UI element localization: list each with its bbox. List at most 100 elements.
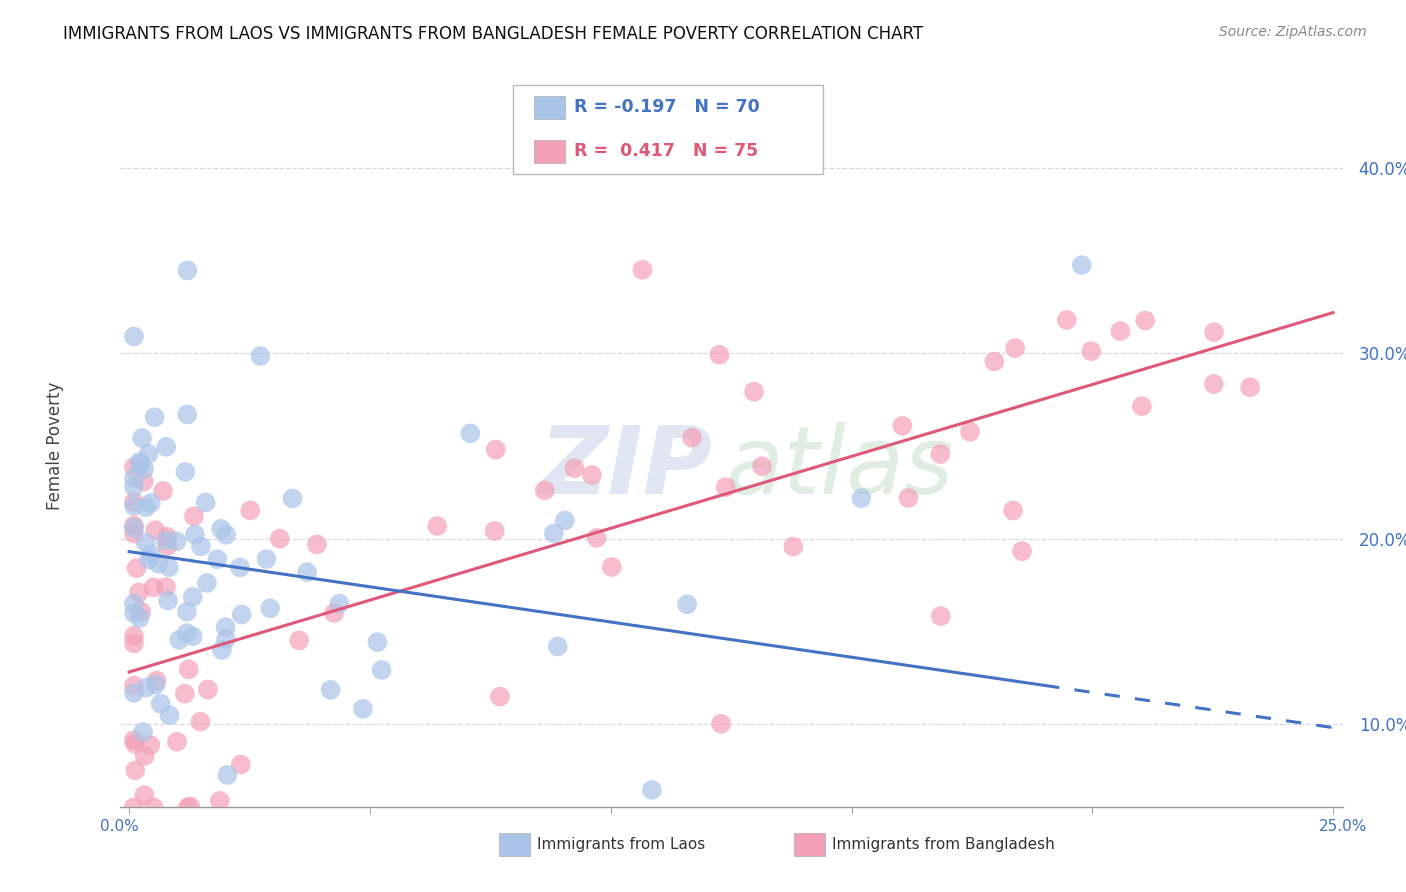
Point xyxy=(295,565,318,579)
Point xyxy=(217,768,239,782)
Point xyxy=(174,465,197,479)
Point xyxy=(543,526,565,541)
Point xyxy=(128,455,150,469)
Point xyxy=(239,503,262,517)
Point xyxy=(122,518,145,533)
Text: Immigrants from Laos: Immigrants from Laos xyxy=(537,838,706,852)
Point xyxy=(145,673,167,688)
Point xyxy=(983,354,1005,368)
Text: R = -0.197   N = 70: R = -0.197 N = 70 xyxy=(574,98,759,116)
Text: atlas: atlas xyxy=(725,422,953,513)
Point xyxy=(959,425,981,439)
Point xyxy=(179,799,201,814)
Point xyxy=(554,513,576,527)
Point xyxy=(195,576,218,591)
Point xyxy=(194,495,217,509)
Point xyxy=(166,534,188,549)
Point xyxy=(122,606,145,620)
Point xyxy=(190,714,212,729)
Point xyxy=(177,800,200,814)
Point xyxy=(155,440,177,454)
Point xyxy=(714,480,737,494)
Point xyxy=(131,431,153,445)
Point xyxy=(139,738,162,752)
Point xyxy=(155,533,177,548)
Point xyxy=(138,447,160,461)
Text: R =  0.417   N = 75: R = 0.417 N = 75 xyxy=(574,143,758,161)
Point xyxy=(183,509,205,524)
Point xyxy=(305,537,328,551)
Point xyxy=(1004,341,1026,355)
Point xyxy=(135,681,157,695)
Text: IMMIGRANTS FROM LAOS VS IMMIGRANTS FROM BANGLADESH FEMALE POVERTY CORRELATION CH: IMMIGRANTS FROM LAOS VS IMMIGRANTS FROM … xyxy=(63,25,924,43)
Point xyxy=(742,384,765,399)
Point xyxy=(124,737,146,751)
Point xyxy=(176,626,198,640)
Point xyxy=(484,524,506,538)
Point xyxy=(269,532,291,546)
Y-axis label: Female Poverty: Female Poverty xyxy=(46,382,63,510)
Point xyxy=(159,708,181,723)
Point xyxy=(1080,344,1102,359)
Point xyxy=(288,633,311,648)
Text: ZIP: ZIP xyxy=(540,422,713,514)
Point xyxy=(1070,258,1092,272)
Point xyxy=(1056,313,1078,327)
Point xyxy=(122,800,145,814)
Text: 0.0%: 0.0% xyxy=(100,820,139,834)
Point xyxy=(157,593,180,607)
Point xyxy=(149,697,172,711)
Point xyxy=(134,462,156,476)
Point xyxy=(143,523,166,537)
Point xyxy=(152,483,174,498)
Point xyxy=(1202,325,1225,339)
Point xyxy=(122,495,145,509)
Point xyxy=(254,552,277,566)
Point xyxy=(585,531,607,545)
Point xyxy=(125,561,148,575)
Point xyxy=(631,262,654,277)
Point xyxy=(1001,503,1024,517)
Point xyxy=(641,783,664,797)
Text: Immigrants from Bangladesh: Immigrants from Bangladesh xyxy=(832,838,1054,852)
Point xyxy=(122,597,145,611)
Point xyxy=(851,491,873,505)
Point xyxy=(143,410,166,425)
Point xyxy=(177,662,200,676)
Text: 25.0%: 25.0% xyxy=(1319,820,1367,834)
Point xyxy=(122,636,145,650)
Point xyxy=(128,585,150,599)
Point xyxy=(533,483,555,498)
Point xyxy=(211,643,233,657)
Point xyxy=(155,580,177,594)
Point xyxy=(122,679,145,693)
Point xyxy=(176,605,198,619)
Point xyxy=(197,682,219,697)
Point xyxy=(676,597,699,611)
Point xyxy=(124,764,146,778)
Point xyxy=(167,632,190,647)
Point xyxy=(176,263,198,277)
Point xyxy=(134,748,156,763)
Point xyxy=(215,528,238,542)
Point xyxy=(129,605,152,619)
Point xyxy=(897,491,920,505)
Point xyxy=(323,606,346,620)
Point xyxy=(173,687,195,701)
Point xyxy=(122,471,145,485)
Point xyxy=(1135,313,1157,327)
Point xyxy=(681,431,703,445)
Point xyxy=(426,519,449,533)
Point xyxy=(209,522,232,536)
Point xyxy=(489,690,512,704)
Point xyxy=(134,788,156,802)
Point xyxy=(208,794,231,808)
Text: Source: ZipAtlas.com: Source: ZipAtlas.com xyxy=(1219,25,1367,39)
Point xyxy=(181,629,204,643)
Point xyxy=(122,686,145,700)
Point xyxy=(207,552,229,566)
Point xyxy=(122,480,145,494)
Point xyxy=(122,526,145,541)
Point xyxy=(929,609,952,624)
Point xyxy=(214,620,236,634)
